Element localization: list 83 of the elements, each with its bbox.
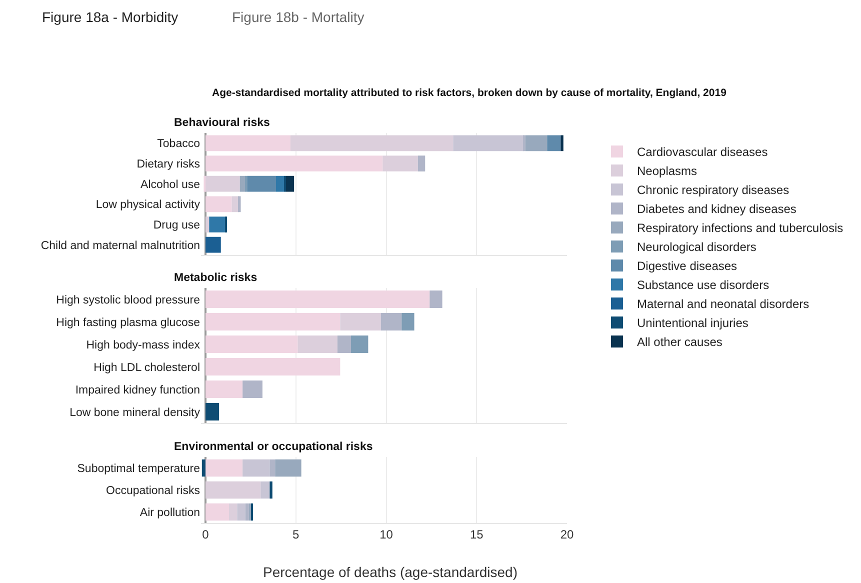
chart-title: Metabolic risks: [174, 272, 258, 284]
bar: [206, 236, 221, 253]
legend-label: Cardiovascular diseases: [637, 145, 768, 160]
x-tick-label: 0: [202, 527, 210, 542]
y-tick-label: High body-mass index: [86, 339, 200, 352]
bar: [351, 335, 368, 354]
x-tick-label: 15: [470, 527, 484, 542]
bar: [247, 176, 276, 192]
bar: [206, 358, 340, 376]
bar: [340, 312, 381, 331]
y-tick-label: Impaired kidney function: [75, 384, 200, 396]
bar: [206, 459, 243, 477]
y-tick-label: Air pollution: [140, 507, 200, 520]
chart-subtitle: Behavioural risks: [174, 117, 270, 129]
bar: [298, 335, 338, 354]
bar: [209, 216, 226, 232]
legend-label: All other causes: [637, 335, 722, 350]
bar: [206, 176, 240, 192]
legend-label: Chronic respiratory diseases: [637, 183, 790, 198]
bar: [402, 312, 414, 331]
y-tick-label: Low physical activity: [96, 199, 200, 212]
caption: Figure 18b - Mortality: [232, 9, 364, 25]
bar: [238, 196, 241, 212]
bar: [206, 135, 290, 152]
bar: [206, 312, 340, 331]
bar: [337, 335, 352, 354]
bar: [260, 481, 270, 499]
legend-label: Respiratory infections and tuberculosis: [637, 221, 844, 236]
bar: [418, 156, 426, 172]
y-tick-label: Tobacco: [157, 138, 200, 150]
bar: [237, 503, 246, 521]
y-tick-label: Child and maternal malnutrition: [40, 240, 200, 252]
bar: [547, 135, 561, 152]
bar: [206, 156, 383, 172]
bar: [380, 312, 402, 331]
bar: [206, 503, 230, 521]
bar: [206, 196, 232, 212]
legend-label: Maternal and neonatal disorders: [637, 297, 810, 312]
bar: [270, 459, 276, 477]
chart-title: Environmental or occupational risks: [174, 441, 373, 453]
bar: [240, 176, 246, 192]
chart-title: Age-standardised mortality attributed to risk factors, broken down by cause of mortality, England, 2019: [212, 87, 727, 99]
y-tick-label: Low bone mineral density: [70, 406, 200, 419]
y-tick-label: High systolic blood pressure: [56, 294, 200, 306]
bar: [560, 135, 564, 152]
bar: [525, 135, 548, 152]
legend-label: Neurological disorders: [637, 240, 756, 254]
bar: [206, 380, 243, 398]
legend-label: Neoplasms: [637, 164, 698, 178]
bar: [206, 402, 220, 421]
bar: [453, 135, 524, 152]
bar: [206, 216, 210, 232]
bar: [242, 380, 262, 398]
bar: [206, 290, 430, 308]
bar: [206, 335, 298, 354]
bar: [382, 156, 418, 172]
bar: [430, 290, 442, 308]
bar: [202, 459, 206, 477]
y-tick-label: Alcohol use: [140, 178, 200, 191]
x-tick-label: 5: [292, 527, 300, 542]
x-axis-title: Percentage of deaths (age-standardised): [263, 564, 518, 580]
legend-label: Substance use disorders: [637, 278, 770, 292]
bar: [245, 503, 249, 521]
y-tick-label: Drug use: [153, 220, 200, 232]
x-tick-label: 10: [380, 527, 394, 542]
bar: [276, 176, 284, 192]
caption: Figure 18a - Morbidity: [42, 9, 178, 25]
bar: [290, 135, 454, 152]
bar: [206, 481, 261, 499]
legend-label: Diabetes and kidney diseases: [637, 202, 796, 216]
bar: [229, 503, 238, 521]
bar: [242, 459, 270, 477]
x-tick-label: 20: [560, 527, 574, 542]
y-tick-label: Occupational risks: [106, 485, 200, 498]
bar: [286, 176, 294, 192]
y-tick-label: High LDL cholesterol: [94, 362, 200, 374]
bar: [270, 481, 272, 499]
y-tick-label: High fasting plasma glucose: [56, 316, 200, 329]
y-tick-label: Dietary risks: [136, 158, 200, 171]
legend-label: Digestive diseases: [637, 259, 738, 274]
bar: [275, 459, 302, 477]
y-tick-label: Suboptimal temperature: [77, 463, 200, 476]
legend-label: Unintentional injuries: [637, 316, 748, 330]
